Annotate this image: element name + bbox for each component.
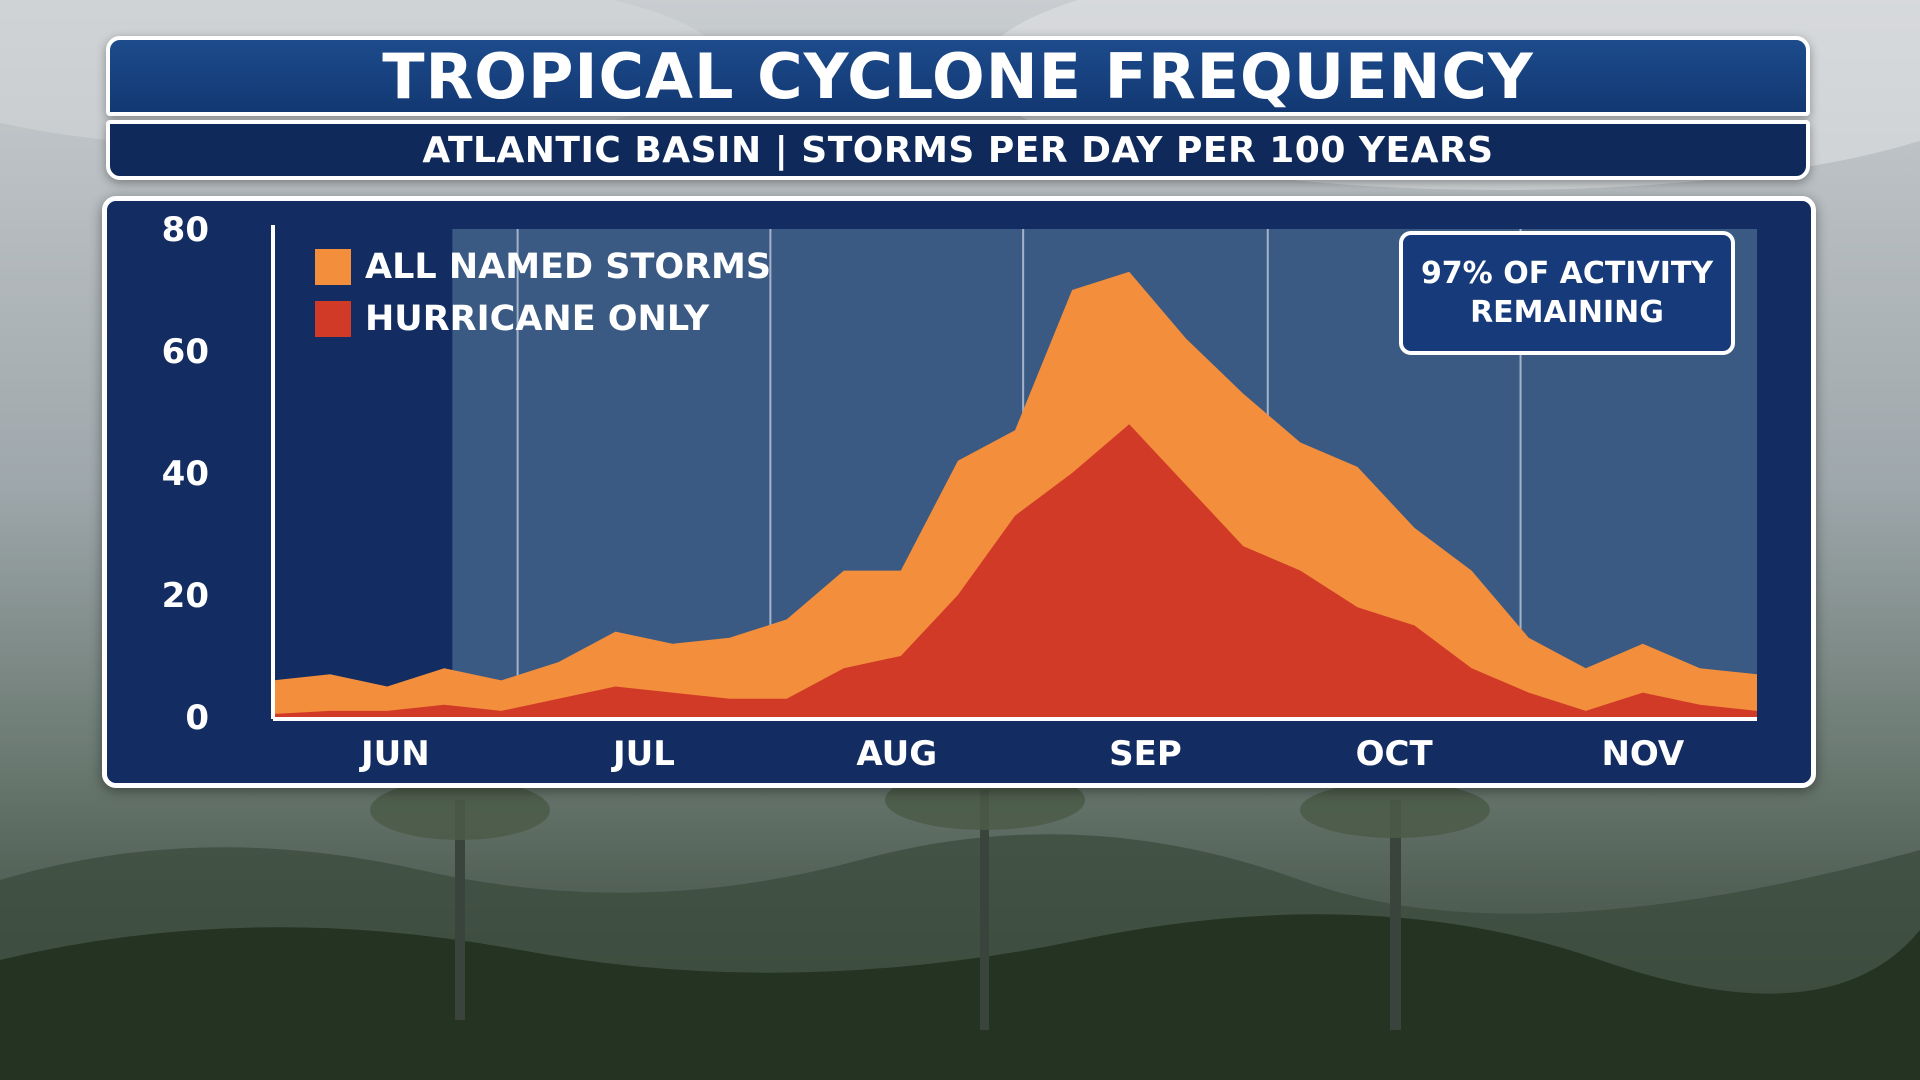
chart-subtitle: ATLANTIC BASIN | STORMS PER DAY PER 100 … (422, 129, 1494, 171)
y-tick-label-40: 40 (162, 454, 209, 494)
x-tick-label-nov: NOV (1601, 734, 1684, 774)
y-tick-label-0: 0 (185, 698, 209, 738)
y-tick-label-80: 80 (162, 210, 209, 250)
chart-title: TROPICAL CYCLONE FREQUENCY (382, 39, 1534, 113)
series-area-hurricanes (273, 424, 1757, 717)
legend-item-hurricanes: HURRICANE ONLY (315, 293, 771, 345)
series-area-named-storms (273, 271, 1757, 717)
legend-label-hurricanes: HURRICANE ONLY (365, 299, 710, 339)
x-tick-label-sep: SEP (1109, 734, 1182, 774)
chart-legend: ALL NAMED STORMS HURRICANE ONLY (315, 241, 771, 345)
x-tick-label-aug: AUG (856, 734, 937, 774)
x-tick-label-jun: JUN (359, 734, 430, 774)
x-tick-label-jul: JUL (611, 734, 675, 774)
subtitle-banner: ATLANTIC BASIN | STORMS PER DAY PER 100 … (106, 120, 1810, 180)
y-tick-label-20: 20 (162, 576, 209, 616)
legend-label-named-storms: ALL NAMED STORMS (365, 247, 772, 287)
chart-panel: 0 20 40 60 80 JUN JUL AUG SEP OCT NOV ALL NAMED ST… (102, 196, 1816, 788)
x-tick-label-oct: OCT (1356, 734, 1434, 774)
title-banner: TROPICAL CYCLONE FREQUENCY (106, 36, 1810, 116)
y-tick-label-60: 60 (162, 332, 209, 372)
activity-callout-text: 97% OF ACTIVITY REMAINING (1420, 256, 1714, 330)
legend-item-named-storms: ALL NAMED STORMS (315, 241, 771, 293)
legend-swatch-named-storms (315, 249, 351, 285)
activity-callout: 97% OF ACTIVITY REMAINING (1399, 231, 1735, 355)
legend-swatch-hurricanes (315, 301, 351, 337)
